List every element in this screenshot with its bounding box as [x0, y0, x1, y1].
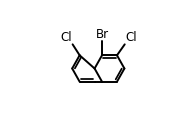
Text: Cl: Cl: [61, 31, 72, 44]
Text: Br: Br: [96, 28, 109, 41]
Text: Cl: Cl: [125, 31, 137, 44]
